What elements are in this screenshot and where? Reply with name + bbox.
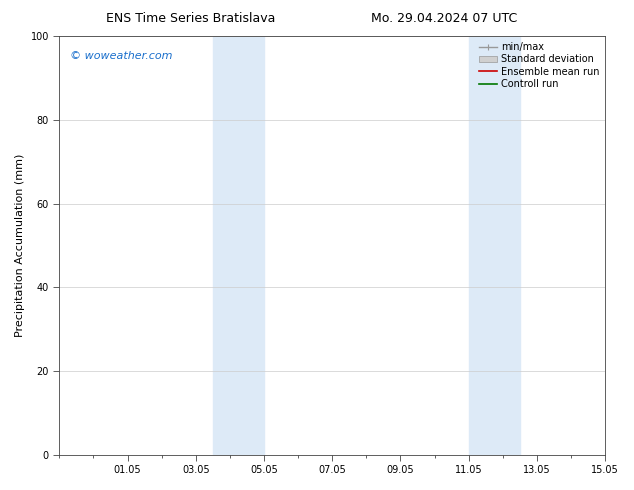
Text: ENS Time Series Bratislava: ENS Time Series Bratislava xyxy=(105,12,275,25)
Bar xyxy=(469,36,520,455)
Y-axis label: Precipitation Accumulation (mm): Precipitation Accumulation (mm) xyxy=(15,154,25,337)
Text: Mo. 29.04.2024 07 UTC: Mo. 29.04.2024 07 UTC xyxy=(371,12,517,25)
Bar xyxy=(213,36,264,455)
Text: © woweather.com: © woweather.com xyxy=(70,51,172,61)
Legend: min/max, Standard deviation, Ensemble mean run, Controll run: min/max, Standard deviation, Ensemble me… xyxy=(477,39,602,92)
